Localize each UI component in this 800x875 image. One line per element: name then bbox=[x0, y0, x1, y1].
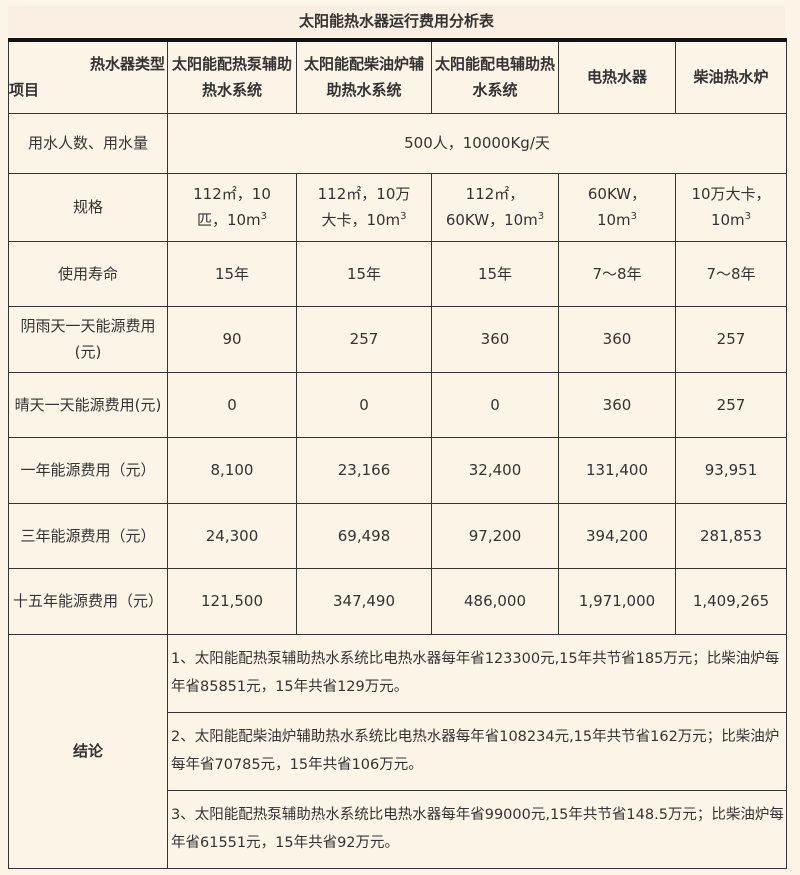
spec-line: 60KW，10m bbox=[445, 211, 538, 229]
value-cell: 360 bbox=[558, 306, 676, 373]
corner-type-label: 热水器类型 bbox=[89, 55, 165, 74]
value-cell: 1,971,000 bbox=[558, 568, 676, 635]
spec-line: 大卡，10m bbox=[321, 211, 401, 229]
spec-sup: 3 bbox=[260, 211, 268, 222]
conclusion-item: 3、太阳能配热泵辅助热水系统比电热水器每年省99000元,15年共节省148.5… bbox=[167, 789, 787, 869]
value-cell: 486,000 bbox=[431, 568, 559, 635]
row-label: 规格 bbox=[8, 172, 168, 242]
spec-sup: 3 bbox=[400, 211, 407, 222]
table-title: 太阳能热水器运行费用分析表 bbox=[8, 6, 785, 36]
value-cell: 131,400 bbox=[558, 437, 676, 504]
column-header: 柴油热水炉 bbox=[675, 39, 787, 114]
value-cell: 69,498 bbox=[296, 502, 432, 569]
row-label: 晴天一天能源费用(元) bbox=[8, 371, 168, 438]
value-cell: 281,853 bbox=[675, 502, 787, 569]
spec-sup: 3 bbox=[744, 211, 752, 222]
row-label: 一年能源费用（元） bbox=[8, 437, 168, 504]
value-cell: 1,409,265 bbox=[675, 568, 787, 635]
usage-value: 500人，10000Kg/天 bbox=[167, 112, 787, 174]
value-cell: 23,166 bbox=[296, 437, 432, 504]
value-cell: 15年 bbox=[167, 240, 297, 307]
value-cell: 32,400 bbox=[431, 437, 559, 504]
value-cell: 15年 bbox=[296, 240, 432, 307]
spec-cell: 112㎡，10 匹，10m3 bbox=[167, 172, 297, 242]
value-cell: 0 bbox=[296, 371, 432, 438]
spec-line: 112㎡， bbox=[465, 185, 525, 203]
value-cell: 0 bbox=[431, 371, 559, 438]
conclusion-row: 3、太阳能配热泵辅助热水系统比电热水器每年省99000元,15年共节省148.5… bbox=[9, 789, 787, 869]
table-row: 十五年能源费用（元） 121,500 347,490 486,000 1,971,000… bbox=[8, 568, 787, 635]
spec-cell: 60KW， 10m3 bbox=[558, 172, 676, 242]
corner-header: 热水器类型项目 bbox=[8, 39, 168, 114]
header-row: 热水器类型项目 太阳能配热泵辅助热水系统 太阳能配柴油炉辅助热水系统 太阳能配电… bbox=[8, 39, 787, 114]
value-cell: 360 bbox=[431, 306, 559, 373]
conclusion-item: 2、太阳能配柴油炉辅助热水系统比电热水器每年省108234元,15年共节省162… bbox=[167, 711, 787, 791]
table-row: 一年能源费用（元） 8,100 23,166 32,400 131,400 93,951 bbox=[8, 437, 787, 504]
table-row: 晴天一天能源费用(元) 0 0 0 360 257 bbox=[8, 371, 787, 438]
corner-item-label: 项目 bbox=[9, 81, 40, 100]
cost-analysis-table: 热水器类型项目 太阳能配热泵辅助热水系统 太阳能配柴油炉辅助热水系统 太阳能配电… bbox=[8, 38, 787, 869]
table-row: 使用寿命 15年 15年 15年 7～8年 7～8年 bbox=[8, 240, 787, 307]
spec-line: 匹，10m bbox=[196, 211, 261, 229]
value-cell: 360 bbox=[558, 371, 676, 438]
column-header: 太阳能配热泵辅助热水系统 bbox=[167, 39, 297, 114]
spec-sup: 3 bbox=[630, 211, 638, 222]
spec-line: 60KW， bbox=[587, 185, 647, 203]
spec-line: 10m bbox=[710, 211, 745, 229]
column-header: 太阳能配柴油炉辅助热水系统 bbox=[296, 39, 432, 114]
table-row: 阴雨天一天能源费用(元) 90 257 360 360 257 bbox=[8, 306, 787, 373]
value-cell: 93,951 bbox=[675, 437, 787, 504]
spec-sup: 3 bbox=[537, 211, 545, 222]
conclusion-row: 2、太阳能配柴油炉辅助热水系统比电热水器每年省108234元,15年共节省162… bbox=[9, 711, 787, 791]
row-label: 阴雨天一天能源费用(元) bbox=[8, 306, 168, 373]
value-cell: 257 bbox=[675, 371, 787, 438]
value-cell: 257 bbox=[675, 306, 787, 373]
value-cell: 7～8年 bbox=[675, 240, 787, 307]
value-cell: 97,200 bbox=[431, 502, 559, 569]
conclusion-label: 结论 bbox=[8, 633, 168, 869]
value-cell: 0 bbox=[167, 371, 297, 438]
column-header: 电热水器 bbox=[558, 39, 676, 114]
spec-line: 112㎡，10 bbox=[193, 185, 271, 203]
spec-cell: 10万大卡， 10m3 bbox=[675, 172, 787, 242]
table-row: 用水人数、用水量 500人，10000Kg/天 bbox=[8, 112, 787, 174]
spec-line: 112㎡，10万 bbox=[317, 185, 411, 203]
spec-cell: 112㎡， 60KW，10m3 bbox=[431, 172, 559, 242]
conclusion-item: 1、太阳能配热泵辅助热水系统比电热水器每年省123300元,15年共节省185万… bbox=[167, 633, 787, 713]
column-header: 太阳能配电辅助热水系统 bbox=[431, 39, 559, 114]
table-row: 三年能源费用（元） 24,300 69,498 97,200 394,200 281,85… bbox=[8, 502, 787, 569]
value-cell: 15年 bbox=[431, 240, 559, 307]
row-label: 用水人数、用水量 bbox=[8, 112, 168, 174]
value-cell: 90 bbox=[167, 306, 297, 373]
spec-line: 10m bbox=[596, 211, 631, 229]
spec-line: 10万大卡， bbox=[691, 185, 771, 203]
value-cell: 394,200 bbox=[558, 502, 676, 569]
value-cell: 121,500 bbox=[167, 568, 297, 635]
table-row: 规格 112㎡，10 匹，10m3 112㎡，10万 大卡，10m3 112㎡， 60… bbox=[8, 172, 787, 242]
value-cell: 347,490 bbox=[296, 568, 432, 635]
value-cell: 7～8年 bbox=[558, 240, 676, 307]
row-label: 三年能源费用（元） bbox=[8, 502, 168, 569]
value-cell: 8,100 bbox=[167, 437, 297, 504]
row-label: 十五年能源费用（元） bbox=[8, 568, 168, 635]
row-label: 使用寿命 bbox=[8, 240, 168, 307]
value-cell: 257 bbox=[296, 306, 432, 373]
conclusion-row: 结论 1、太阳能配热泵辅助热水系统比电热水器每年省123300元,15年共节省1… bbox=[8, 633, 787, 869]
spec-cell: 112㎡，10万 大卡，10m3 bbox=[296, 172, 432, 242]
value-cell: 24,300 bbox=[167, 502, 297, 569]
